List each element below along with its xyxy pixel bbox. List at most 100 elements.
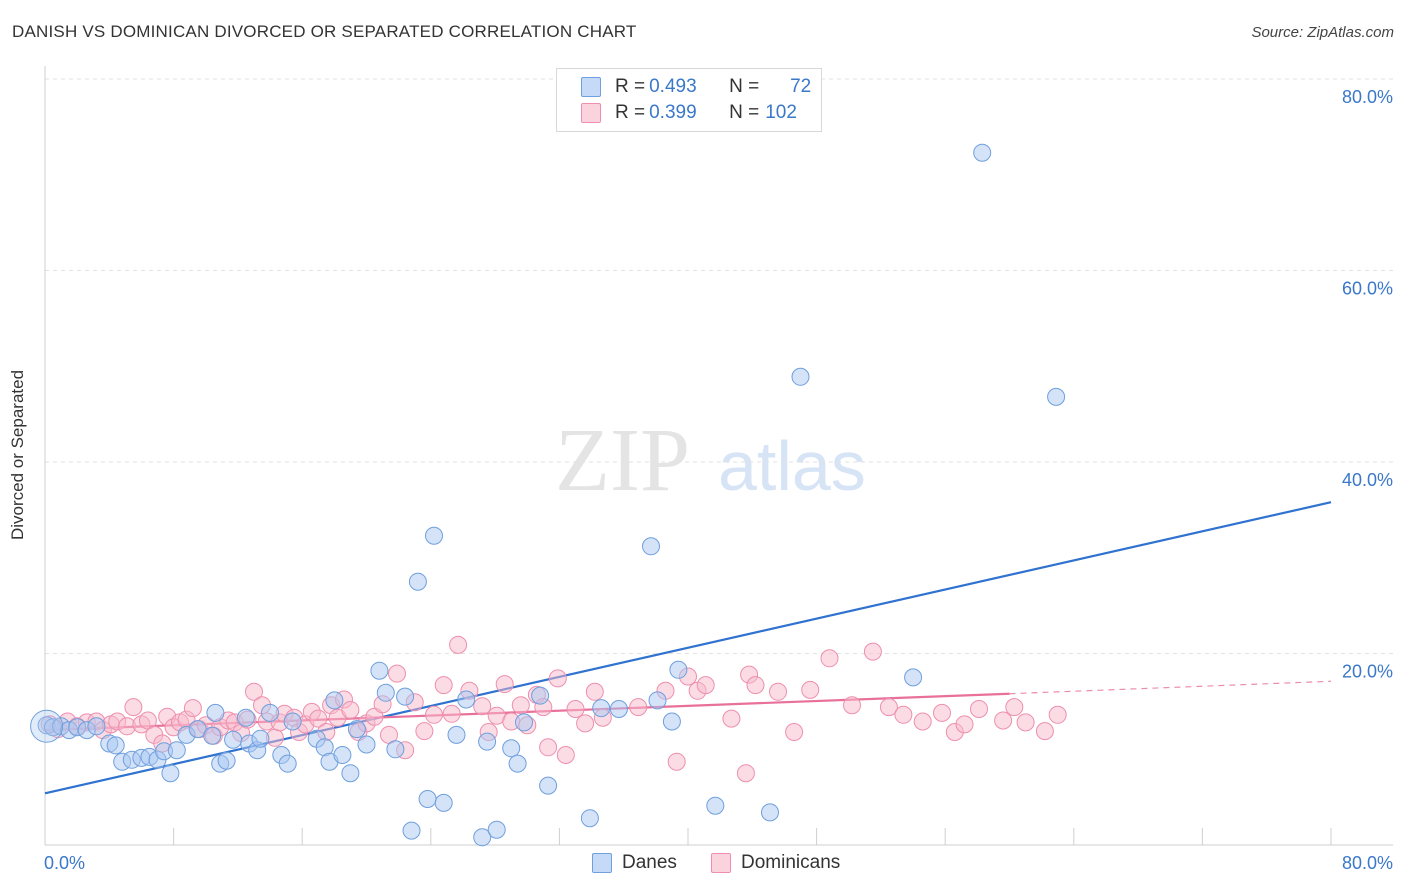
dominican-point	[894, 705, 913, 724]
y-axis-label: Divorced or Separated	[8, 369, 27, 541]
dane-point	[217, 751, 236, 770]
dominican-point	[415, 722, 434, 741]
dane-point	[224, 730, 243, 749]
dominican-point	[667, 752, 686, 771]
dane-point	[333, 746, 352, 764]
dominican-point	[511, 696, 530, 715]
dane-point	[434, 793, 453, 812]
dane-point	[1047, 387, 1066, 406]
stats-box: R = 0.493 N = 72 R = 0.399 N = 102	[556, 68, 822, 132]
dominican-point	[585, 682, 604, 701]
legend-dominicans-swatch	[711, 853, 731, 873]
dominican-point	[970, 700, 988, 718]
data-points	[30, 143, 1067, 847]
watermark-atlas: atlas	[718, 427, 866, 505]
dominicans-trend-extension	[1009, 680, 1332, 695]
dane-point	[87, 717, 106, 736]
dominican-point	[736, 764, 755, 783]
dane-point	[473, 828, 492, 847]
dane-point	[106, 736, 125, 755]
dane-point	[609, 700, 628, 718]
dominican-point	[629, 698, 648, 717]
dominican-point	[539, 738, 558, 757]
dominican-point	[556, 746, 575, 764]
dane-point	[706, 796, 725, 815]
dominican-point	[341, 701, 360, 719]
gridlines	[45, 78, 1393, 654]
dominican-point	[863, 642, 882, 661]
dominican-point	[245, 682, 263, 701]
source-credit: Source: ZipAtlas.com	[1251, 24, 1394, 41]
dane-point	[642, 537, 660, 556]
dane-point	[592, 699, 611, 718]
danes-n-value: 72	[790, 76, 812, 97]
dominican-point	[696, 676, 715, 695]
dane-point	[357, 735, 376, 754]
dominican-point	[473, 697, 492, 716]
danes-swatch	[581, 77, 601, 97]
danes-r-value: 0.493	[649, 76, 697, 97]
dane-point	[531, 686, 550, 705]
dominican-point	[1035, 722, 1054, 741]
legend-dominicans: Dominicans	[711, 852, 840, 874]
dominican-point	[933, 703, 951, 722]
axes	[44, 66, 1393, 846]
dominican-point	[442, 704, 461, 723]
dane-point	[447, 725, 466, 744]
dane-point	[648, 691, 667, 710]
dominican-point	[722, 709, 741, 728]
dane-point	[376, 683, 395, 702]
y-tick-label: 60.0%	[1342, 279, 1393, 299]
dominican-point	[365, 707, 384, 726]
y-tick-label: 40.0%	[1342, 470, 1393, 490]
dane-point	[408, 572, 427, 591]
dane-point	[347, 720, 366, 739]
dane-point	[502, 739, 521, 758]
dominican-point	[913, 712, 932, 731]
stats-row-dominicans: R = 0.399 N = 102	[581, 101, 807, 125]
dominican-point	[576, 714, 595, 733]
dominicans-r-label: R =	[615, 102, 646, 123]
x-tick-label: 0.0%	[44, 853, 85, 873]
legend-danes-swatch	[592, 853, 612, 873]
y-tick-label: 20.0%	[1342, 662, 1393, 682]
dane-point	[206, 703, 225, 722]
dane-point	[236, 708, 255, 727]
dominican-point	[801, 680, 820, 699]
dominican-point	[124, 698, 143, 717]
dane-point	[325, 691, 344, 710]
dominican-point	[843, 696, 861, 715]
dane-point	[278, 754, 297, 773]
dominican-point	[1048, 705, 1067, 724]
dominican-point	[449, 635, 468, 654]
dominican-point	[785, 723, 804, 741]
dominican-point	[566, 700, 585, 718]
watermark-zip: ZIP	[555, 411, 690, 510]
dane-point	[904, 668, 923, 687]
dominican-point	[309, 709, 328, 728]
trend-lines	[44, 501, 1332, 795]
dane-point	[508, 754, 527, 773]
dane-point	[386, 740, 405, 759]
dane-point	[515, 713, 533, 732]
dane-point	[341, 764, 360, 783]
dane-point	[478, 732, 497, 751]
danes-n-label: N =	[729, 76, 760, 97]
dane-point	[580, 809, 599, 828]
dane-point	[669, 660, 688, 679]
danes-trend-line	[44, 501, 1332, 795]
legend-danes-label: Danes	[622, 852, 677, 873]
dane-point	[418, 790, 437, 808]
dane-point	[396, 687, 415, 706]
dane-point	[539, 776, 558, 795]
dane-point	[457, 690, 476, 709]
stats-row-danes: R = 0.493 N = 72	[581, 75, 811, 99]
dominican-point	[769, 682, 787, 701]
dane-point	[402, 821, 421, 840]
tick-labels: 20.0% 40.0% 60.0% 80.0% 0.0% 80.0%	[44, 87, 1393, 873]
dominican-point	[548, 669, 567, 688]
dane-point	[662, 712, 681, 731]
dominican-point	[994, 711, 1013, 730]
dominicans-n-label: N =	[729, 102, 760, 123]
legend-danes: Danes	[592, 852, 677, 874]
